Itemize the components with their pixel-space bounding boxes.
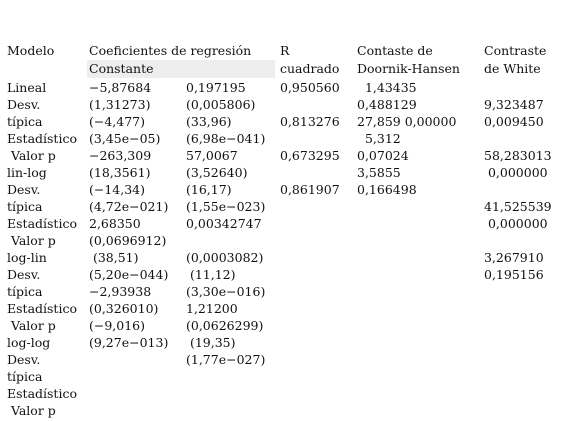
white-cell: 41,525539	[484, 199, 552, 214]
slope-cell: (1,77e−027)	[186, 352, 266, 367]
header-constante: Constante	[89, 61, 154, 76]
doornik-cell: 0,166498	[357, 182, 417, 197]
doornik-cell: 0,488129	[357, 97, 417, 112]
constante-shade	[87, 60, 275, 78]
constante-cell: (0,326010)	[89, 301, 159, 316]
slope-cell: (19,35)	[186, 335, 236, 350]
white-cell: 0,000000	[484, 216, 548, 231]
doornik-cell: 1,43435	[357, 80, 417, 95]
row-label: típica	[7, 199, 43, 214]
slope-cell: (0,005806)	[186, 97, 256, 112]
constante-cell: (9,27e−013)	[89, 335, 169, 350]
row-label: lin-log	[7, 165, 47, 180]
constante-cell: −263,309	[89, 148, 152, 163]
slope-cell: (1,55e−023)	[186, 199, 266, 214]
slope-cell: (3,30e−016)	[186, 284, 266, 299]
doornik-cell: 3,5855	[357, 165, 401, 180]
white-cell: 0,009450	[484, 114, 544, 129]
slope-cell: 1,21200	[186, 301, 238, 316]
constante-cell: −5,87684	[89, 80, 152, 95]
slope-cell: (11,12)	[186, 267, 236, 282]
row-label: Estadístico	[7, 216, 77, 231]
row-label: log-lin	[7, 250, 47, 265]
r2-cell: 0,861907	[280, 182, 340, 197]
header-r-line2: cuadrado	[280, 61, 340, 76]
slope-cell: (33,96)	[186, 114, 232, 129]
row-label: Lineal	[7, 80, 47, 95]
doornik-cell: 0,07024	[357, 148, 409, 163]
slope-cell: (16,17)	[186, 182, 232, 197]
constante-cell: (18,3561)	[89, 165, 151, 180]
slope-cell: (0,0003082)	[186, 250, 264, 265]
row-label: típica	[7, 369, 43, 384]
r2-cell: 0,813276	[280, 114, 340, 129]
row-label: Desv.	[7, 267, 41, 282]
doornik-cell: 5,312	[357, 131, 401, 146]
row-label: Estadístico	[7, 301, 77, 316]
row-label: Desv.	[7, 352, 41, 367]
white-cell: 0,195156	[484, 267, 544, 282]
row-label: Valor p	[7, 318, 56, 333]
constante-cell: (−14,34)	[89, 182, 146, 197]
white-cell: 0,000000	[484, 165, 548, 180]
slope-cell: 0,00342747	[186, 216, 262, 231]
constante-cell: 2,68350	[89, 216, 141, 231]
row-label: Desv.	[7, 97, 41, 112]
white-cell: 3,267910	[484, 250, 544, 265]
constante-cell: (4,72e−021)	[89, 199, 169, 214]
constante-cell: (5,20e−044)	[89, 267, 169, 282]
row-label: Valor p	[7, 233, 56, 248]
r2-cell: 0,673295	[280, 148, 340, 163]
slope-cell: 0,197195	[186, 80, 246, 95]
header-white-line1: Contraste	[484, 43, 547, 58]
constante-cell: (3,45e−05)	[89, 131, 161, 146]
constante-cell: −2,93938	[89, 284, 152, 299]
white-cell: 58,283013	[484, 148, 552, 163]
header-doornik-line1: Contaste de	[357, 43, 433, 58]
constante-cell: (−4,477)	[89, 114, 146, 129]
row-label: Estadístico	[7, 386, 77, 401]
header-doornik-line2: Doornik-Hansen	[357, 61, 460, 76]
slope-cell: (6,98e−041)	[186, 131, 266, 146]
slope-cell: (3,52640)	[186, 165, 248, 180]
row-label: típica	[7, 114, 43, 129]
row-label: log-log	[7, 335, 51, 350]
constante-cell: (−9,016)	[89, 318, 146, 333]
r2-cell: 0,950560	[280, 80, 340, 95]
doornik-cell: 27,859 0,00000	[357, 114, 457, 129]
row-label: típica	[7, 284, 43, 299]
row-label: Estadístico	[7, 131, 77, 146]
header-modelo: Modelo	[7, 43, 55, 58]
row-label: Desv.	[7, 182, 41, 197]
white-cell: 9,323487	[484, 97, 544, 112]
header-coeficientes: Coeficientes de regresión	[89, 43, 252, 58]
header-r-line1: R	[280, 43, 290, 58]
slope-cell: 57,0067	[186, 148, 238, 163]
constante-cell: (38,51)	[89, 250, 139, 265]
constante-cell: (0,0696912)	[89, 233, 167, 248]
row-label: Valor p	[7, 403, 56, 418]
slope-cell: (0,0626299)	[186, 318, 264, 333]
constante-cell: (1,31273)	[89, 97, 151, 112]
header-white-line2: de White	[484, 61, 541, 76]
row-label: Valor p	[7, 148, 56, 163]
